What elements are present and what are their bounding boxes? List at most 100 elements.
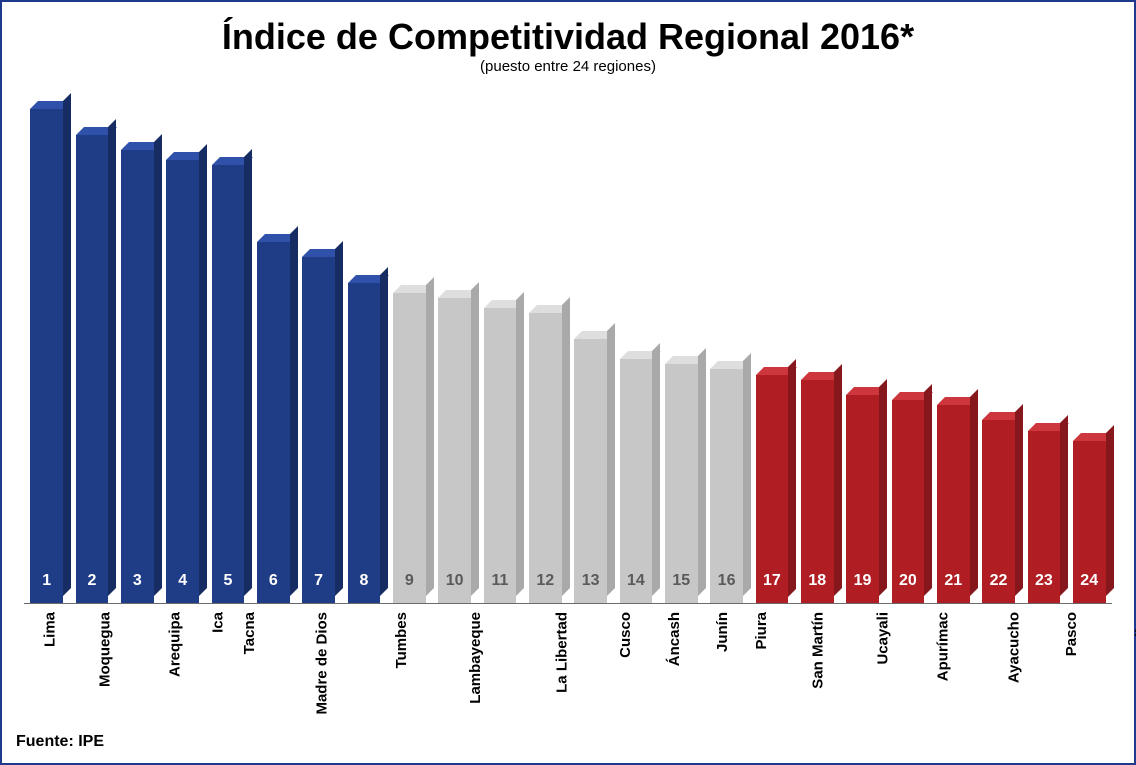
bar-slot: 18 — [795, 94, 840, 604]
bar: 6 — [257, 242, 290, 604]
bar: 23 — [1028, 431, 1061, 604]
bar-label: Moquegua — [97, 612, 114, 687]
bar-rank-label: 13 — [574, 572, 607, 590]
bar-face-front — [665, 364, 698, 604]
bar-label: Pasco — [1063, 612, 1080, 656]
bar-label: Junín — [714, 612, 731, 652]
bar-slot: 4 — [160, 94, 205, 604]
bar: 15 — [665, 364, 698, 604]
bar-rank-label: 3 — [121, 572, 154, 590]
bar-rank-label: 23 — [1028, 572, 1061, 590]
bar-label: Arequipa — [167, 612, 184, 677]
bar-rank-label: 16 — [710, 572, 743, 590]
bar-rank-label: 7 — [302, 572, 335, 590]
bar-rank-label: 12 — [529, 572, 562, 590]
bar-label: Tumbes — [393, 612, 410, 668]
bar: 13 — [574, 339, 607, 604]
bar-rank-label: 1 — [30, 572, 63, 590]
bar: 7 — [302, 257, 335, 604]
label-slot: Arequipa — [134, 606, 199, 623]
bar: 22 — [982, 420, 1015, 604]
bar: 3 — [121, 150, 154, 604]
bar-rank-label: 21 — [937, 572, 970, 590]
bar-face-front — [529, 313, 562, 604]
bar: 10 — [438, 298, 471, 604]
bar: 2 — [76, 135, 109, 604]
bar-slot: 17 — [749, 94, 794, 604]
bar-rank-label: 20 — [892, 572, 925, 590]
bar: 16 — [710, 369, 743, 604]
bar-slot: 8 — [341, 94, 386, 604]
bar-label: Ucayali — [874, 612, 891, 665]
label-slot: Madre de Dios — [262, 606, 365, 623]
bar: 9 — [393, 293, 426, 604]
bar-face-front — [121, 150, 154, 604]
source-label: Fuente: IPE — [16, 733, 104, 751]
bar-slot: 3 — [115, 94, 160, 604]
bar-slot: 16 — [704, 94, 749, 604]
bar: 5 — [212, 165, 245, 604]
bar-face-front — [212, 165, 245, 604]
bar-rank-label: 19 — [846, 572, 879, 590]
bar-rank-label: 24 — [1073, 572, 1106, 590]
bar-slot: 12 — [523, 94, 568, 604]
bar-slot: 2 — [69, 94, 114, 604]
label-slot: Huancavelica — [1085, 606, 1136, 623]
bar-face-front — [166, 160, 199, 604]
bar-face-front — [620, 359, 653, 604]
bar-slot: 23 — [1021, 94, 1066, 604]
label-slot: Moquegua — [59, 606, 134, 623]
bar-rank-label: 5 — [212, 572, 245, 590]
bar-rank-label: 4 — [166, 572, 199, 590]
bar: 12 — [529, 313, 562, 604]
bar: 4 — [166, 160, 199, 604]
bar-label: Apurímac — [935, 612, 952, 681]
label-slot: Cusco — [594, 606, 640, 623]
bar-face-front — [710, 369, 743, 604]
bar: 17 — [756, 375, 789, 605]
label-slot: Ucayali — [848, 606, 901, 623]
bar-slot: 15 — [659, 94, 704, 604]
bar-face-front — [438, 298, 471, 604]
label-slot: Lambayeque — [421, 606, 513, 623]
bar-slot: 7 — [296, 94, 341, 604]
bar: 14 — [620, 359, 653, 604]
bar-label: San Martín — [810, 612, 827, 689]
bar-rank-label: 15 — [665, 572, 698, 590]
bar-rank-label: 17 — [756, 572, 789, 590]
chart-frame: Índice de Competitividad Regional 2016* … — [0, 0, 1136, 765]
bar-face-front — [348, 283, 381, 604]
bar: 19 — [846, 395, 879, 604]
bar-face-front — [801, 380, 834, 604]
bar: 1 — [30, 109, 63, 604]
bar-label: La Libertad — [553, 612, 570, 693]
bar-rank-label: 6 — [257, 572, 290, 590]
bar-label: Ica — [209, 612, 226, 633]
label-slot: Junín — [694, 606, 734, 623]
bar: 24 — [1073, 441, 1106, 604]
bar-label: Madre de Dios — [313, 612, 330, 715]
chart-title: Índice de Competitividad Regional 2016* — [2, 2, 1134, 58]
bar-slot: 19 — [840, 94, 885, 604]
bar-face-front — [257, 242, 290, 604]
bar-slot: 22 — [976, 94, 1021, 604]
bar-slot: 13 — [568, 94, 613, 604]
bar-face-front — [393, 293, 426, 604]
bar-rank-label: 14 — [620, 572, 653, 590]
baseline — [24, 603, 1112, 604]
label-slot: Ayacucho — [970, 606, 1041, 623]
bar-face-front — [484, 308, 517, 604]
bar-face-front — [302, 257, 335, 604]
label-slot: La Libertad — [513, 606, 594, 623]
bar-slot: 14 — [613, 94, 658, 604]
bar-face-side — [1106, 425, 1114, 596]
bar-face-front — [574, 339, 607, 604]
bar-slot: 5 — [205, 94, 250, 604]
label-slot: Apurímac — [900, 606, 969, 623]
bar-slot: 11 — [477, 94, 522, 604]
bar-label: Cusco — [617, 612, 634, 658]
bar-slot: 9 — [387, 94, 432, 604]
bar-label: Tacna — [241, 612, 258, 654]
labels-row: LimaMoqueguaArequipaIcaTacnaMadre de Dio… — [24, 606, 1112, 623]
bar-face-front — [756, 375, 789, 605]
